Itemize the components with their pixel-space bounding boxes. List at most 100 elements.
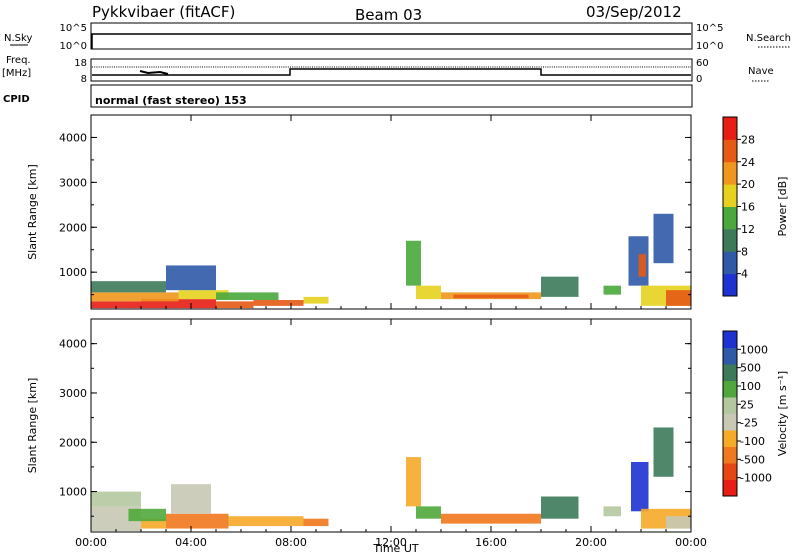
scatter-patch: [638, 254, 646, 277]
velocity-panel: 1000 2000 3000 4000 00:00 04:00 08:00 12:00 16:0…: [26, 318, 789, 549]
noise-left-tick-top: 10^5: [60, 23, 87, 34]
scatter-patch: [453, 294, 529, 299]
noise-right-tick-bottom: 10^0: [696, 41, 723, 52]
noise-left-tick-bottom: 10^0: [60, 41, 87, 52]
colorbar-tick-label: -1000: [740, 472, 772, 485]
scatter-patch: [416, 285, 441, 300]
y-tick-label: 3000: [59, 387, 87, 400]
scatter-patch: [653, 213, 674, 264]
colorbar-tick-label: 500: [740, 362, 761, 375]
colorbar-tick-label: 28: [741, 133, 755, 146]
colorbar-tick-label: 25: [740, 398, 754, 411]
y-tick-label: 4000: [59, 338, 87, 351]
nave-label: Nave: [748, 66, 774, 77]
scatter-patch: [406, 240, 421, 286]
colorbar-swatch: [723, 228, 737, 252]
scatter-patch: [541, 276, 579, 297]
colorbar-label: Power [dB]: [776, 177, 789, 237]
scatter-patch: [216, 301, 254, 309]
x-tick-label: 08:00: [275, 536, 307, 549]
noise-right-tick-top: 10^5: [696, 23, 723, 34]
freq-panel: [90, 58, 693, 82]
x-axis-label: Time UT: [372, 542, 418, 554]
colorbar-tick-label: 100: [740, 380, 761, 393]
scatter-patch: [91, 292, 179, 302]
y-tick-label: 2000: [59, 436, 87, 449]
freq-unit-label: [MHz]: [2, 68, 31, 79]
x-tick-label: 00:00: [75, 536, 107, 549]
scatter-patch: [91, 491, 141, 507]
colorbar-swatch: [723, 251, 737, 275]
colorbar-tick-label: 24: [741, 156, 755, 169]
colorbar-swatch: [723, 139, 737, 163]
scatter-patch: [631, 461, 649, 512]
colorbar-swatch: [723, 184, 737, 207]
colorbar-frame: [722, 330, 738, 497]
freq-right-tick-top: 60: [696, 58, 709, 69]
scatter-patch: [303, 518, 329, 527]
colorbar-tick-label: 20: [741, 178, 755, 191]
freq-left-tick-top: 18: [74, 58, 87, 69]
cpid-panel: [90, 84, 693, 108]
colorbar-swatch: [723, 413, 737, 431]
colorbar-tick-label: 16: [741, 201, 755, 214]
cpid-text: normal (fast stereo) 153: [95, 94, 247, 107]
colorbar-swatch: [723, 430, 737, 447]
cpid-label: CPID: [3, 94, 30, 105]
scatter-patch: [91, 281, 166, 293]
colorbar-swatch: [723, 479, 737, 497]
scatter-patch: [128, 508, 166, 522]
nsearch-label: N.Search: [746, 33, 791, 44]
scatter-patch: [666, 516, 691, 529]
colorbar-swatch: [723, 331, 737, 348]
colorbar-swatch: [723, 397, 737, 414]
noise-panel: [90, 22, 693, 50]
scatter-patch: [416, 506, 441, 519]
x-tick-label: 12:00: [375, 536, 407, 549]
colorbar-swatch: [723, 273, 737, 297]
date-title: 03/Sep/2012: [586, 3, 682, 21]
colorbar-label: Velocity [m s⁻¹]: [776, 371, 789, 456]
nsky-label: N.Sky: [4, 33, 32, 44]
y-tick-label: 1000: [59, 486, 87, 499]
colorbar-tick-label: 1000: [740, 343, 768, 356]
y-tick-label: 1000: [59, 266, 87, 279]
scatter-patch: [603, 285, 621, 295]
scatter-patch: [91, 301, 141, 309]
colorbar-swatch: [723, 380, 737, 398]
freq-trace-noise: [139, 70, 169, 75]
y-tick-label: 2000: [59, 221, 87, 234]
scatter-patch: [441, 513, 541, 524]
scatter-patch: [171, 484, 211, 514]
scatter-patch: [228, 516, 304, 527]
freq-right-tick-bottom: 0: [696, 74, 702, 85]
colorbar-tick-label: 4: [741, 268, 748, 281]
scatter-patch: [253, 300, 304, 306]
nsky-trace: [91, 33, 691, 49]
freq-left-tick-bottom: 8: [81, 74, 87, 85]
scatter-patch: [303, 296, 329, 304]
scatter-patch: [166, 265, 216, 291]
colorbar-swatch: [723, 446, 737, 464]
scatter-patch: [666, 290, 691, 306]
freq-trace: [92, 68, 691, 76]
scatter-patch: [141, 299, 216, 309]
colorbar-swatch: [723, 463, 737, 480]
colorbar-tick-label: -100: [740, 435, 765, 448]
x-tick-label: 00:00: [675, 536, 707, 549]
x-tick-label: 16:00: [475, 536, 507, 549]
colorbar-swatch: [723, 206, 737, 230]
colorbar-tick-label: 12: [741, 223, 755, 236]
scatter-patch: [653, 427, 674, 477]
colorbar-swatch: [723, 364, 737, 381]
colorbar-tick-label: -500: [740, 453, 765, 466]
scatter-patch: [166, 513, 229, 529]
power-panel: 1000 2000 3000 4000 Slant Range [km] 4 8 12 16 20…: [26, 114, 789, 310]
scatter-patch: [178, 290, 229, 300]
scatter-patch: [541, 496, 579, 519]
x-tick-label: 04:00: [175, 536, 207, 549]
beam-title: Beam 03: [355, 6, 422, 24]
station-title: Pykkvibaer (fitACF): [92, 3, 235, 21]
colorbar-tick-label: -25: [740, 417, 758, 430]
